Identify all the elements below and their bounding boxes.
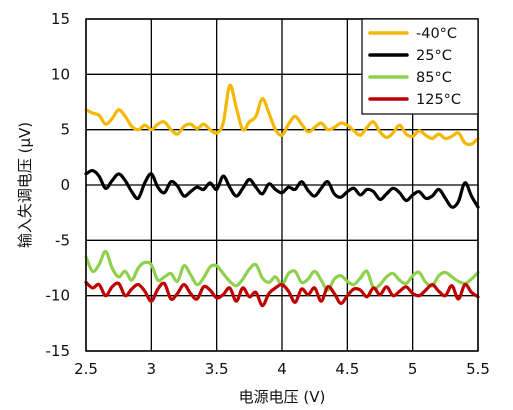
legend-label-2: 85°C	[416, 70, 452, 86]
series-lines	[84, 83, 480, 308]
y-tick-label: 5	[60, 121, 70, 139]
y-tick-label: 10	[51, 65, 70, 83]
series-line-0	[84, 83, 480, 147]
x-tick-label: 3	[147, 360, 157, 378]
y-tick-label: 0	[60, 176, 70, 194]
legend-label-0: -40°C	[416, 26, 457, 42]
y-axis-title: 输入失调电压 (μV)	[16, 122, 34, 248]
x-tick-label: 4	[277, 360, 287, 378]
x-tick-label: 5	[408, 360, 418, 378]
y-tick-label: -15	[46, 342, 71, 360]
x-tick-labels: 2.5 3 3.5 4 4.5 5 5.5	[74, 360, 490, 378]
y-tick-label: -5	[55, 231, 70, 249]
plot-border	[85, 18, 479, 352]
x-tick-label: 5.5	[466, 360, 490, 378]
legend: -40°C 25°C 85°C 125°C	[361, 18, 479, 115]
y-tick-label: -10	[46, 287, 71, 305]
series-line-3	[84, 280, 480, 308]
x-tick-label: 3.5	[205, 360, 229, 378]
legend-label-3: 125°C	[416, 92, 461, 108]
y-tick-label: 15	[51, 10, 70, 28]
x-tick-label: 4.5	[335, 360, 359, 378]
legend-label-1: 25°C	[416, 48, 452, 64]
x-axis-title: 电源电压 (V)	[239, 388, 326, 406]
series-line-1	[84, 169, 480, 209]
x-tick-label: 2.5	[74, 360, 98, 378]
y-tick-labels: 15 10 5 0 -5 -10 -15	[46, 10, 71, 360]
